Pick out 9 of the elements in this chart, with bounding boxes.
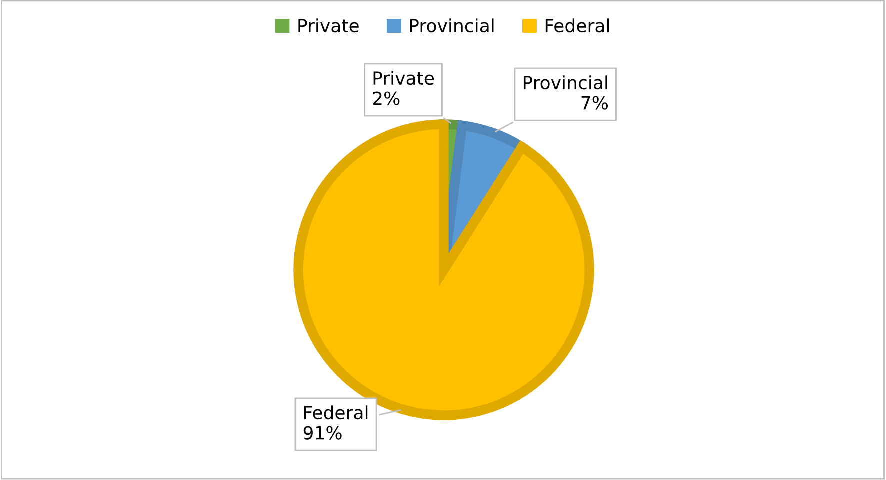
legend-label: Private <box>298 18 359 33</box>
data-label: 7% <box>582 96 608 110</box>
legend-label: Federal <box>546 18 610 33</box>
data-label: 2% <box>373 92 400 106</box>
slice-label: Provincial <box>524 76 608 90</box>
slice-label: Federal <box>304 406 368 420</box>
data-label: 91% <box>304 426 342 440</box>
legend-label: Provincial <box>410 18 494 33</box>
slice-label: Private <box>374 71 434 86</box>
